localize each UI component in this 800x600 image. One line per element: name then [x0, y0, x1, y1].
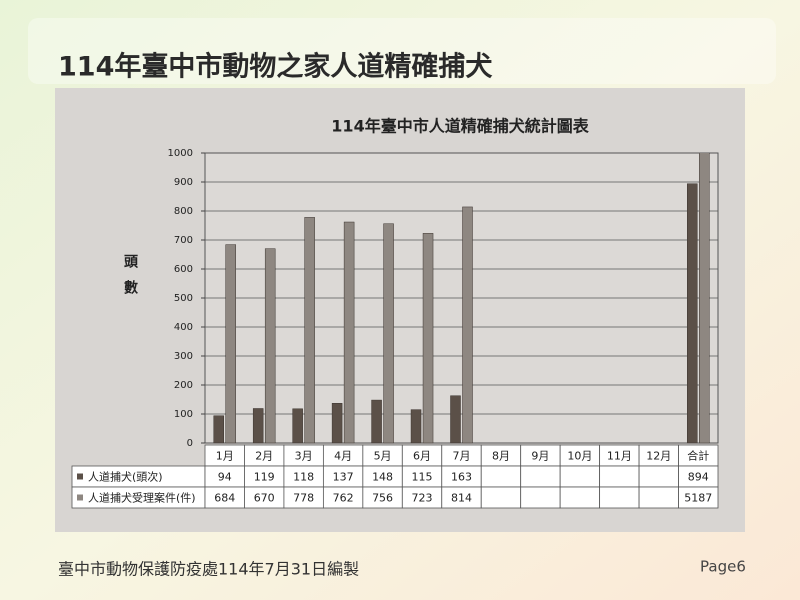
x-tick-label: 11月 — [607, 450, 632, 463]
y-tick-label: 600 — [174, 264, 193, 275]
x-tick-label: 4月 — [334, 450, 352, 463]
x-tick-label: 9月 — [531, 450, 549, 463]
bar — [304, 217, 315, 444]
bar — [252, 408, 264, 444]
table-value: 94 — [218, 471, 232, 484]
bar — [292, 408, 303, 444]
bar — [343, 221, 355, 444]
legend-swatch — [77, 473, 83, 480]
table-value: 756 — [372, 492, 393, 505]
bar — [331, 403, 343, 444]
table-cell — [559, 486, 601, 509]
table-cell — [638, 465, 679, 488]
title-band — [28, 18, 776, 84]
table-cell — [480, 465, 522, 488]
legend-label: 人道捕犬(頭次) — [88, 470, 163, 484]
bar — [371, 399, 382, 444]
bar — [213, 415, 224, 444]
table-value: 894 — [688, 471, 709, 484]
table-value: 115 — [412, 471, 433, 484]
table-value: 814 — [451, 492, 472, 505]
x-tick-label: 1月 — [216, 450, 234, 463]
page-number: Page6 — [700, 558, 746, 576]
bar — [450, 395, 461, 444]
y-tick-label: 0 — [187, 438, 193, 449]
y-tick-label: 1000 — [168, 148, 193, 159]
x-tick-label: 合計 — [687, 449, 709, 463]
table-value: 137 — [333, 471, 354, 484]
table-cell — [559, 465, 601, 488]
x-tick-label: 3月 — [295, 450, 313, 463]
table-value: 684 — [214, 492, 235, 505]
table-cell — [678, 486, 719, 509]
y-tick-label: 400 — [174, 322, 193, 333]
bar — [687, 183, 698, 444]
y-tick-label: 300 — [174, 351, 193, 362]
table-cell — [599, 465, 640, 488]
plot-bars — [213, 153, 710, 444]
bar — [264, 248, 276, 444]
x-tick-label: 8月 — [492, 450, 510, 463]
bar — [410, 409, 422, 444]
bar — [462, 206, 473, 444]
slide-title: 114年臺中市動物之家人道精確捕犬 — [58, 51, 492, 83]
table-cell — [520, 465, 561, 488]
table-cell — [599, 486, 640, 509]
y-tick-label: 900 — [174, 177, 193, 188]
table-cell — [480, 486, 522, 509]
table-value: 778 — [293, 492, 314, 505]
table-cell — [520, 486, 561, 509]
table-value: 670 — [254, 492, 275, 505]
bar — [383, 223, 394, 444]
table-value: 119 — [254, 471, 275, 484]
table-value: 148 — [372, 471, 393, 484]
table-value: 118 — [293, 471, 314, 484]
legend-label: 人道捕犬受理案件(件) — [88, 491, 196, 505]
chart-title: 114年臺中市人道精確捕犬統計圖表 — [331, 117, 589, 136]
table-value: 163 — [451, 471, 472, 484]
x-tick-label: 5月 — [374, 450, 392, 463]
y-tick-label: 700 — [174, 235, 193, 246]
table-cell — [638, 486, 679, 509]
x-tick-label: 6月 — [413, 450, 431, 463]
y-tick-label: 200 — [174, 380, 193, 391]
bar — [699, 153, 710, 444]
x-tick-label: 7月 — [453, 450, 471, 463]
x-tick-label: 2月 — [255, 450, 273, 463]
x-tick-label: 10月 — [567, 450, 592, 463]
y-tick-label: 800 — [174, 206, 193, 217]
table-value: 762 — [333, 492, 354, 505]
y-tick-label: 500 — [174, 293, 193, 304]
legend-swatch — [77, 494, 83, 501]
table-value: 5187 — [684, 492, 712, 505]
bar — [422, 233, 434, 444]
y-tick-label: 100 — [174, 409, 193, 420]
table-value: 723 — [412, 492, 433, 505]
y-axis-label: 頭數 — [122, 254, 138, 306]
bar — [225, 244, 236, 444]
x-tick-label: 12月 — [646, 450, 671, 463]
footer: 臺中市動物保護防疫處114年7月31日編製 — [58, 560, 359, 579]
